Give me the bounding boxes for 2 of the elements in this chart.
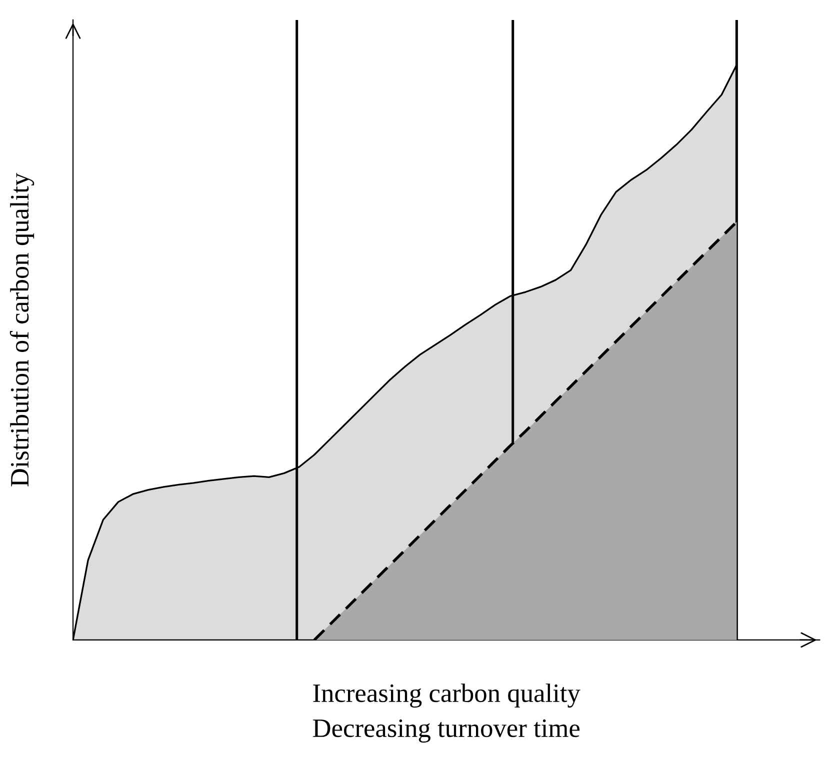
x-axis-title: Increasing carbon quality Decreasing turnover time [312, 684, 580, 743]
y-axis-title: Distribution of carbon quality [10, 172, 34, 486]
